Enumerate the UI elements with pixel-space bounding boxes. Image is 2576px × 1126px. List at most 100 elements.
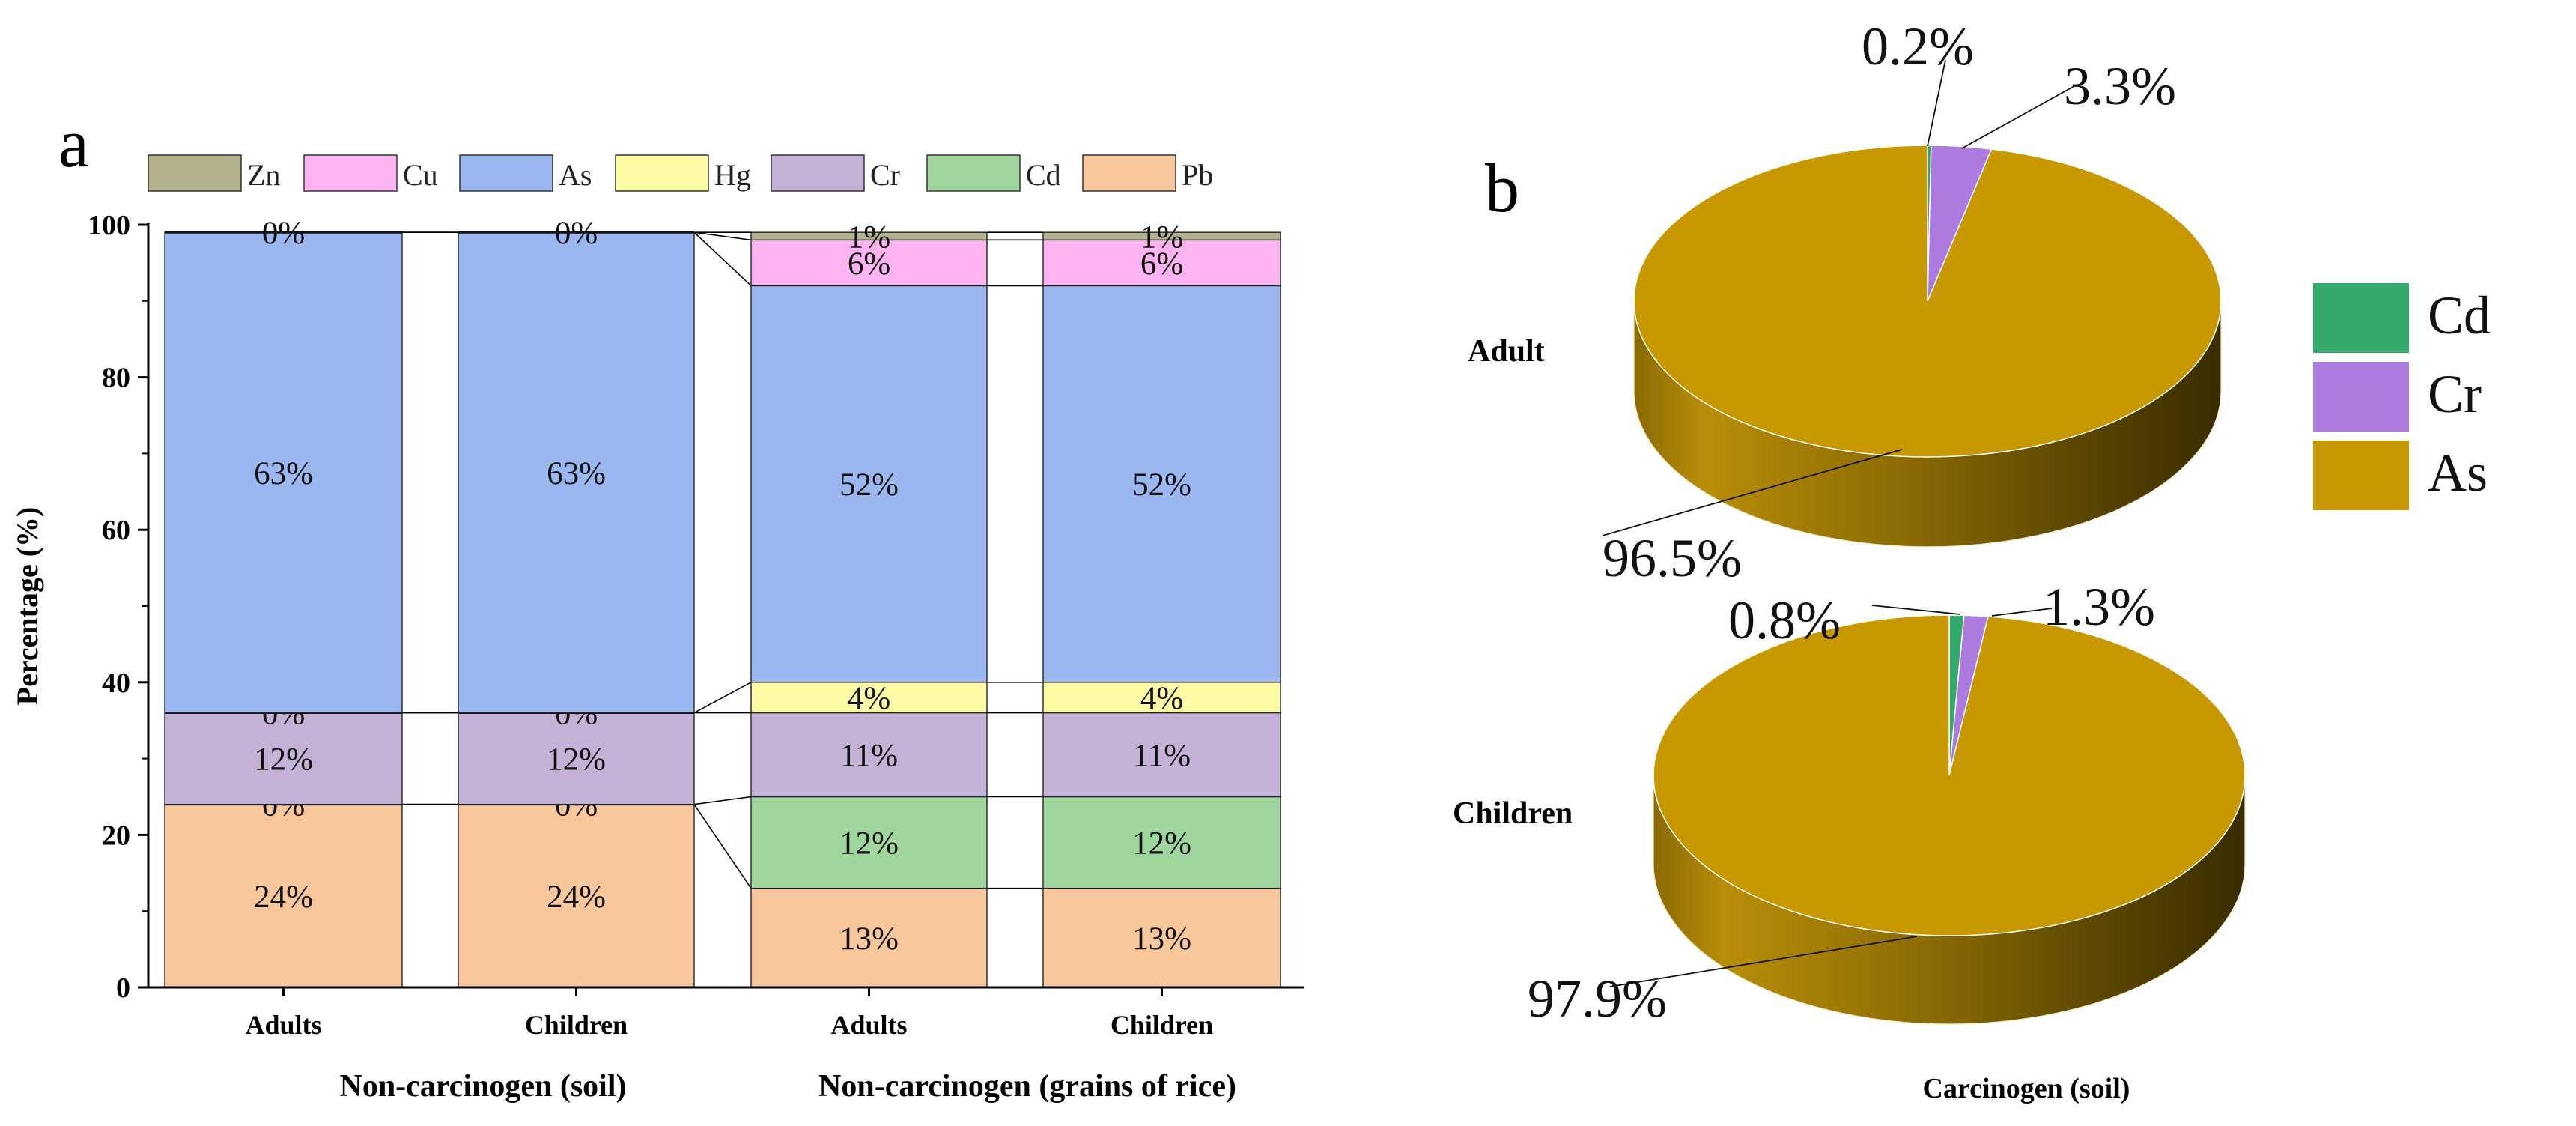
connector-line bbox=[693, 231, 752, 287]
bar-value-label: 12% bbox=[1132, 826, 1191, 862]
bar-value-label: 24% bbox=[254, 880, 313, 915]
connector-line bbox=[693, 231, 752, 241]
legend-swatch-cr bbox=[771, 154, 865, 192]
bar-segment-pb bbox=[458, 803, 695, 988]
bar-segment-cu bbox=[750, 239, 988, 287]
legend-label-cu: Cu bbox=[403, 158, 438, 192]
pie-label-as: 97.9% bbox=[1528, 969, 1667, 1029]
bar-segment-as bbox=[750, 285, 988, 683]
bar-segment-cr bbox=[458, 712, 695, 805]
bar-segment-cr bbox=[1042, 712, 1281, 798]
bar-segment-cd bbox=[1042, 796, 1281, 889]
bar-value-label: 13% bbox=[839, 921, 899, 957]
bar-value-label: 63% bbox=[547, 456, 606, 491]
bar-value-label: 12% bbox=[839, 826, 899, 862]
pie-label-cd: 0.8% bbox=[1728, 590, 1841, 650]
pie-legend-label-cr: Cr bbox=[2428, 364, 2482, 424]
pie-leader-line bbox=[1961, 85, 2075, 149]
y-tick-label: 100 bbox=[88, 210, 130, 241]
bar-value-label: 11% bbox=[840, 739, 898, 774]
bar-value-label: 6% bbox=[848, 246, 890, 282]
bar-value-label: 12% bbox=[254, 742, 313, 778]
legend-label-hg: Hg bbox=[714, 158, 751, 192]
bar-legend: Zn Cu As Hg Cr Cd Pb bbox=[148, 154, 1213, 192]
pie-label-cr: 1.3% bbox=[2043, 577, 2155, 637]
bar-value-label: 4% bbox=[1140, 681, 1183, 716]
bar-segment-cu bbox=[1042, 239, 1281, 287]
bar-value-label: 52% bbox=[839, 467, 899, 503]
bar-segment-as bbox=[164, 231, 403, 714]
legend-swatch-cd bbox=[926, 154, 1021, 192]
pie-label-cr: 3.3% bbox=[2064, 56, 2176, 116]
legend-label-cd: Cd bbox=[1026, 158, 1061, 192]
y-axis-label: Percentage (%) bbox=[10, 507, 44, 706]
pie-legend-label-as: As bbox=[2428, 443, 2488, 503]
pie-legend: Cd Cr As bbox=[2312, 282, 2491, 512]
pie-label-as: 96.5% bbox=[1603, 528, 1742, 588]
stacked-bar-chart: 24%0%12%0%63%0%24%0%12%0%63%0%13%12%11%4… bbox=[10, 210, 1304, 1104]
group-label: Non-carcinogen (soil) bbox=[339, 1069, 626, 1104]
pie-legend-swatch-cr bbox=[2312, 360, 2411, 433]
bar-segment-cr bbox=[164, 712, 403, 805]
pie-x-label: Carcinogen (soil) bbox=[1923, 1073, 2130, 1104]
legend-label-as: As bbox=[559, 158, 592, 192]
bar-value-label: 4% bbox=[848, 681, 890, 716]
legend-swatch-zn bbox=[148, 154, 242, 192]
pie-legend-swatch-as bbox=[2312, 439, 2411, 512]
bar-value-label: 11% bbox=[1133, 739, 1191, 774]
legend-label-pb: Pb bbox=[1182, 158, 1213, 192]
y-tick-label: 20 bbox=[102, 820, 130, 851]
bar-segment-zn bbox=[750, 231, 988, 241]
pie-slice-as bbox=[1633, 145, 2222, 458]
pie-label-cd: 0.2% bbox=[1862, 16, 1974, 76]
pie-title: Children bbox=[1453, 796, 1573, 831]
pie-legend-swatch-cd bbox=[2312, 282, 2411, 354]
y-tick-label: 80 bbox=[102, 363, 130, 394]
pie-leader-line bbox=[1927, 59, 1946, 147]
pie-title: Adult bbox=[1468, 334, 1545, 369]
bar-segment-zn bbox=[1042, 231, 1281, 241]
legend-label-zn: Zn bbox=[247, 158, 280, 192]
x-tick-label: Children bbox=[1111, 1010, 1213, 1040]
x-tick-label: Adults bbox=[245, 1010, 321, 1040]
pie-leader-line bbox=[1991, 608, 2053, 617]
group-label: Non-carcinogen (grains of rice) bbox=[818, 1069, 1236, 1104]
bar-segment-as bbox=[458, 231, 695, 714]
bar-value-label: 63% bbox=[254, 456, 313, 491]
pie-legend-label-cd: Cd bbox=[2428, 285, 2491, 345]
connector-line bbox=[693, 804, 752, 889]
y-tick-label: 0 bbox=[116, 972, 130, 1004]
legend-swatch-pb bbox=[1082, 154, 1176, 192]
connector-line bbox=[693, 682, 752, 714]
bar-value-label: 13% bbox=[1132, 921, 1191, 957]
legend-label-cr: Cr bbox=[870, 158, 900, 192]
pie-leader-line bbox=[1609, 936, 1918, 987]
y-tick-label: 60 bbox=[102, 515, 130, 546]
bar-value-label: 12% bbox=[547, 742, 606, 778]
bar-segment-hg bbox=[1042, 682, 1281, 714]
bar-segment-cd bbox=[750, 796, 988, 889]
pie-slice-as bbox=[1653, 614, 2246, 936]
bar-value-label: 6% bbox=[1140, 246, 1183, 282]
bar-segment-pb bbox=[750, 887, 988, 988]
bar-value-label: 52% bbox=[1132, 467, 1191, 503]
pie-leader-line bbox=[1871, 605, 1961, 615]
x-tick-label: Adults bbox=[830, 1010, 907, 1040]
bar-value-label: 24% bbox=[547, 880, 606, 915]
bar-segment-hg bbox=[750, 682, 988, 714]
panel-a-label: a bbox=[58, 105, 89, 181]
bar-value-label: 1% bbox=[1140, 220, 1183, 255]
legend-swatch-cu bbox=[303, 154, 398, 192]
bar-value-label: 1% bbox=[848, 220, 890, 255]
legend-swatch-as bbox=[459, 154, 553, 192]
panel-b-label: b bbox=[1485, 150, 1519, 226]
pie-leader-line bbox=[1602, 449, 1903, 536]
connector-line bbox=[693, 796, 752, 805]
legend-swatch-hg bbox=[615, 154, 709, 192]
pie-charts: Adult 0.2% 3.3% 96.5% Children 0.8% 1.3% 97.9% bbox=[1453, 16, 2246, 1029]
x-tick-label: Children bbox=[525, 1010, 628, 1040]
bar-segment-pb bbox=[1042, 887, 1281, 988]
y-tick-label: 40 bbox=[102, 668, 130, 699]
bar-segment-as bbox=[1042, 285, 1281, 683]
